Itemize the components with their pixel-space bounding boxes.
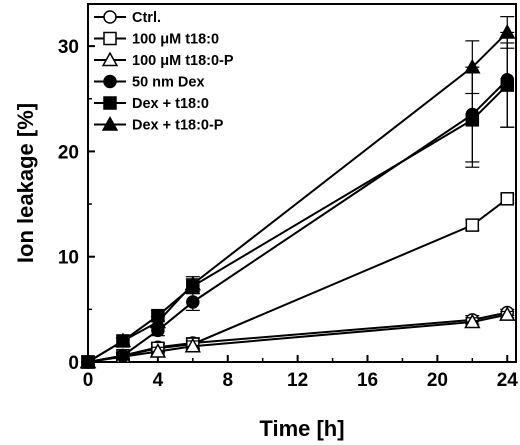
data-point xyxy=(149,313,167,329)
x-tick-label: 12 xyxy=(287,370,308,391)
x-axis-title: Time [h] xyxy=(259,416,344,441)
data-point xyxy=(464,58,481,74)
y-tick-label: 0 xyxy=(68,353,79,374)
legend-marker xyxy=(103,74,117,89)
data-point xyxy=(114,332,132,348)
legend-item: Ctrl. xyxy=(94,10,161,26)
legend-item: Dex + t18:0-P xyxy=(94,116,224,134)
data-point xyxy=(79,353,97,369)
legend-marker xyxy=(101,116,119,131)
x-tick-label: 8 xyxy=(222,370,233,391)
legend: Ctrl. 100 μM t18:0 100 μM t18:0-P 50 nm Dex… xyxy=(94,10,234,134)
data-point xyxy=(116,348,130,363)
series-6 xyxy=(79,16,516,369)
series-layer xyxy=(79,16,516,369)
data-point xyxy=(465,113,480,127)
x-tick-label: 24 xyxy=(497,370,519,391)
y-axis-title: Ion leakage [%] xyxy=(13,103,38,263)
legend-label: 50 nm Dex xyxy=(132,75,205,91)
legend-item: Dex + t18:0 xyxy=(94,96,209,112)
data-point xyxy=(499,23,516,39)
y-tick-label: 10 xyxy=(58,248,79,269)
legend-marker xyxy=(103,96,117,110)
y-tick-label: 20 xyxy=(58,142,79,163)
data-point xyxy=(500,78,515,92)
series-5 xyxy=(81,42,515,369)
legend-label: 100 μM t18:0 xyxy=(132,32,219,48)
legend-marker xyxy=(101,51,119,67)
data-point xyxy=(500,192,515,206)
legend-label: Dex + t18:0-P xyxy=(132,118,224,134)
legend-marker xyxy=(103,31,117,46)
legend-item: 50 nm Dex xyxy=(94,75,205,91)
x-tick-label: 0 xyxy=(83,370,94,391)
data-point xyxy=(465,218,480,232)
plot-frame xyxy=(87,3,517,363)
data-point xyxy=(464,313,481,329)
legend-label: Dex + t18:0 xyxy=(132,96,209,112)
series-2 xyxy=(81,192,515,369)
data-point xyxy=(499,306,516,321)
data-point xyxy=(149,343,167,358)
legend-item: 100 μM t18:0-P xyxy=(94,51,234,69)
axes: 0 4 8 12 16 20 24 0 10 20 30 xyxy=(58,3,519,391)
legend-label: 100 μM t18:0-P xyxy=(132,53,234,69)
data-point xyxy=(184,275,201,291)
legend-item: 100 μM t18:0 xyxy=(94,32,219,48)
data-point xyxy=(186,295,200,309)
data-point xyxy=(184,337,201,353)
x-tick-label: 16 xyxy=(357,370,378,391)
x-tick-label: 20 xyxy=(427,370,448,391)
legend-label: Ctrl. xyxy=(132,10,161,26)
x-tick-label: 4 xyxy=(153,370,164,391)
legend-marker xyxy=(103,10,117,24)
y-tick-label: 30 xyxy=(58,37,79,58)
